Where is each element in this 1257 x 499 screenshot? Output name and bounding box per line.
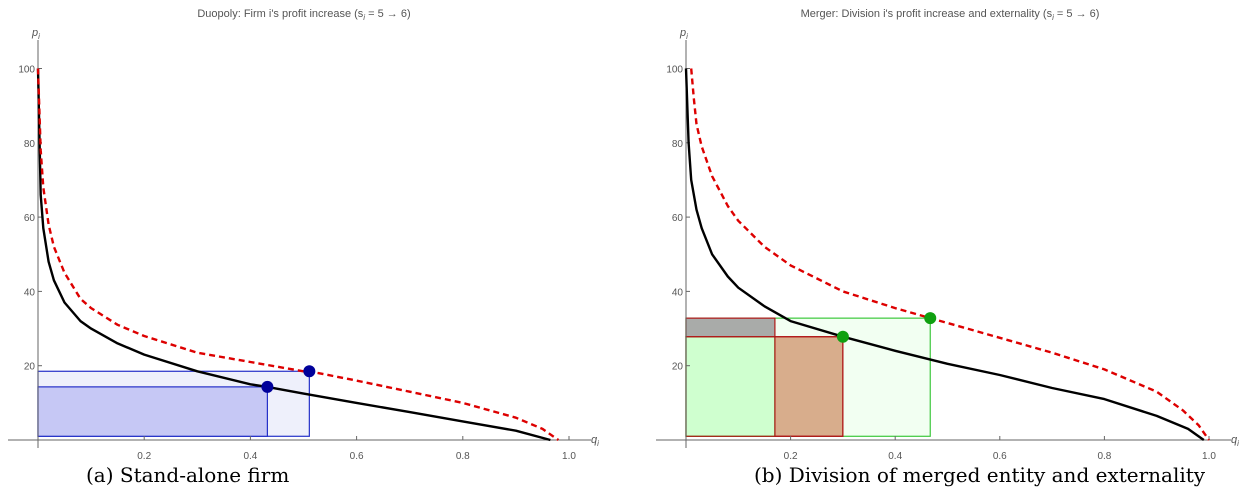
x-tick-label: 0.4 bbox=[243, 451, 257, 462]
y-axis-label: pi bbox=[679, 27, 688, 41]
chart-panel-a: 0.2 0.4 0.6 0.8 1.0 20 40 60 80 100 qi pi Duopoly: F… bbox=[8, 8, 599, 462]
y-tick-label: 60 bbox=[24, 213, 36, 224]
x-tick-label: 0.8 bbox=[456, 451, 470, 462]
chart-title: Merger: Division i's profit increase and… bbox=[801, 8, 1100, 22]
y-tick-label: 40 bbox=[24, 287, 36, 298]
chart-title: Duopoly: Firm i's profit increase (si = … bbox=[197, 8, 410, 22]
x-tick-label: 0.2 bbox=[784, 451, 798, 462]
x-tick-label: 0.8 bbox=[1097, 451, 1111, 462]
x-axis-label: qi bbox=[1231, 434, 1239, 448]
y-tick-label: 40 bbox=[672, 287, 684, 298]
x-axis-label: qi bbox=[591, 434, 599, 448]
optimum-marker-2 bbox=[303, 365, 316, 378]
x-tick-label: 1.0 bbox=[1202, 451, 1216, 462]
profit-rectangle-3 bbox=[685, 317, 776, 338]
optimum-marker-1 bbox=[261, 380, 274, 393]
base-demand-curve bbox=[36, 68, 551, 442]
profit-rectangle-2 bbox=[37, 386, 268, 437]
optimum-marker-2 bbox=[924, 312, 937, 325]
profit-rectangle-4 bbox=[774, 336, 844, 437]
y-tick-label: 100 bbox=[18, 65, 35, 76]
x-tick-label: 1.0 bbox=[562, 451, 576, 462]
y-tick-label: 80 bbox=[24, 139, 36, 150]
caption-a: (a) Stand-alone firm bbox=[86, 463, 290, 487]
y-tick-label: 20 bbox=[672, 362, 684, 373]
profit-rectangle-2 bbox=[685, 336, 776, 437]
x-tick-label: 0.4 bbox=[888, 451, 902, 462]
x-tick-label: 0.6 bbox=[993, 451, 1007, 462]
chart-panel-b: 0.2 0.4 0.6 0.8 1.0 20 40 60 80 100 qi pi Merger: Di… bbox=[656, 8, 1239, 462]
y-tick-label: 20 bbox=[24, 362, 36, 373]
y-tick-label: 100 bbox=[666, 65, 683, 76]
y-tick-label: 60 bbox=[672, 213, 684, 224]
y-axis-label: pi bbox=[31, 27, 40, 41]
x-tick-label: 0.2 bbox=[137, 451, 151, 462]
base-demand-curve bbox=[684, 68, 1205, 441]
y-tick-label: 80 bbox=[672, 139, 684, 150]
optimum-marker-1 bbox=[836, 330, 849, 343]
shifted-demand-curve bbox=[36, 68, 560, 441]
caption-b: (b) Division of merged entity and extern… bbox=[754, 463, 1206, 487]
x-tick-label: 0.6 bbox=[350, 451, 364, 462]
shifted-demand-curve bbox=[690, 68, 1210, 441]
